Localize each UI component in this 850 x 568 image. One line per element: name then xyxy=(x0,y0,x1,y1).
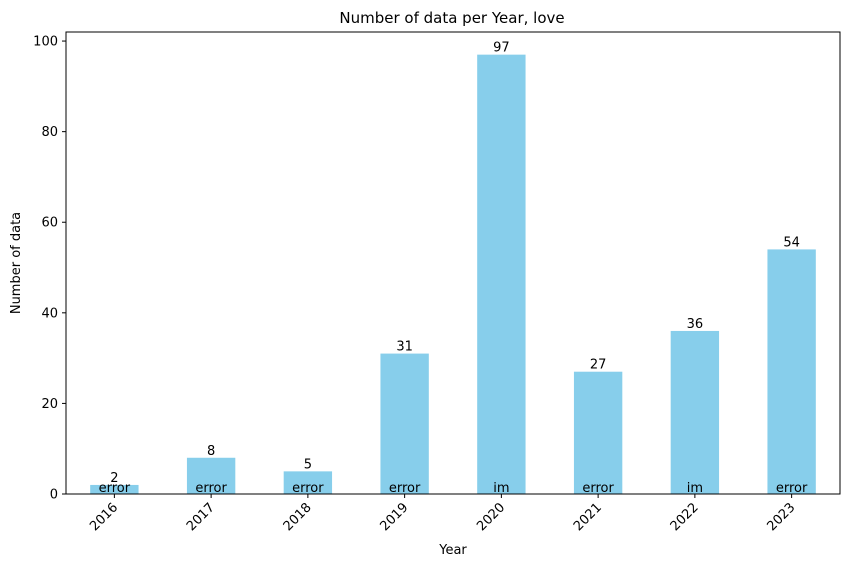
bar-value-label: 5 xyxy=(304,457,312,472)
bar-2019 xyxy=(380,353,429,494)
bar-inner-label: im xyxy=(493,481,509,496)
bar-value-label: 8 xyxy=(207,444,215,459)
bars-group xyxy=(90,54,816,494)
bar-value-label: 54 xyxy=(783,235,800,250)
bar-inner-label: error xyxy=(99,481,131,496)
y-tick-label: 20 xyxy=(41,397,58,412)
bar-2022 xyxy=(670,330,720,494)
y-tick-label: 60 xyxy=(41,216,58,231)
y-tick-label: 0 xyxy=(50,488,58,503)
bar-inner-label: im xyxy=(687,481,703,496)
bar-value-label: 27 xyxy=(590,358,607,373)
bar-value-label: 36 xyxy=(687,317,704,332)
plot-frame xyxy=(65,31,841,495)
bar-value-label: 2 xyxy=(110,471,118,486)
y-tick-label: 80 xyxy=(41,125,58,140)
chart-title: Number of data per Year, love xyxy=(339,9,564,27)
y-axis: 0 20 40 60 80 100 xyxy=(33,35,66,503)
y-tick-label: 100 xyxy=(33,35,58,50)
bar-2020 xyxy=(477,54,526,494)
bar-2016 xyxy=(90,484,139,494)
bar-2021 xyxy=(573,371,623,494)
data-labels-group: 2error8error5error31error97im27error36im… xyxy=(99,41,808,496)
bar-inner-label: error xyxy=(195,481,227,496)
bar-value-label: 97 xyxy=(493,41,510,56)
y-tick-label: 40 xyxy=(41,306,58,321)
bar-2018 xyxy=(283,471,333,494)
bar-value-label: 31 xyxy=(396,340,413,355)
bar-2017 xyxy=(186,457,236,494)
x-axis-label: Year xyxy=(438,543,467,558)
bar-inner-label: error xyxy=(776,481,808,496)
bar-2023 xyxy=(767,249,816,494)
bar-inner-label: error xyxy=(292,481,324,496)
bar-inner-label: error xyxy=(389,481,421,496)
bar-inner-label: error xyxy=(582,481,614,496)
y-axis-label: Number of data xyxy=(9,212,24,314)
